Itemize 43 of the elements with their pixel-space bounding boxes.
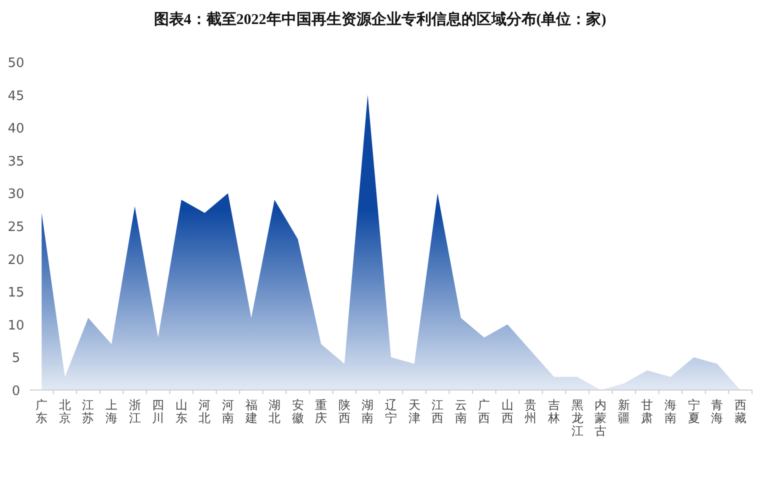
y-tick-label: 40 [8, 122, 24, 137]
x-tick-label: 黑龙江 [571, 398, 584, 438]
x-tick-label: 海南 [664, 398, 676, 425]
x-tick-label: 河南 [222, 398, 234, 425]
chart-title: 图表4：截至2022年中国再生资源企业专利信息的区域分布(单位：家) [154, 10, 606, 28]
y-tick-label: 15 [8, 286, 24, 301]
x-tick-label: 北京 [58, 398, 71, 425]
x-tick-label: 西藏 [734, 398, 746, 425]
y-tick-label: 30 [8, 187, 24, 202]
x-tick-label: 云南 [454, 398, 467, 425]
x-tick-label: 四川 [152, 398, 164, 425]
x-tick-label: 江苏 [82, 398, 94, 425]
x-tick-label: 青海 [711, 398, 724, 425]
x-tick-label: 福建 [244, 398, 258, 425]
x-tick-label: 广西 [478, 398, 490, 425]
x-tick-label: 宁夏 [688, 398, 700, 425]
x-tick-label: 湖南 [362, 398, 374, 425]
x-tick-label: 重庆 [315, 398, 328, 425]
x-tick-label: 天津 [408, 398, 420, 425]
x-tick-label: 内蒙古 [594, 398, 607, 438]
x-tick-label: 广东 [36, 398, 48, 425]
x-tick-label: 上海 [106, 398, 118, 425]
x-tick-label: 贵州 [524, 398, 537, 425]
x-tick-label: 陕西 [338, 398, 350, 425]
x-tick-label: 新疆 [618, 398, 630, 425]
x-tick-label: 浙江 [128, 398, 141, 425]
y-tick-label: 50 [8, 56, 24, 71]
y-tick-label: 10 [8, 318, 24, 334]
x-tick-label: 吉林 [547, 398, 560, 425]
y-tick-label: 45 [8, 88, 24, 104]
x-tick-label: 辽宁 [385, 398, 397, 425]
y-tick-label: 35 [8, 154, 24, 170]
x-tick-label: 江西 [432, 398, 444, 425]
x-tick-label: 甘肃 [641, 398, 654, 425]
y-tick-label: 5 [12, 351, 20, 366]
y-tick-label: 20 [8, 252, 24, 268]
x-tick-label: 山西 [501, 398, 514, 425]
x-tick-label: 河北 [198, 398, 211, 425]
y-tick-label: 25 [8, 220, 24, 235]
x-tick-label: 安徽 [292, 398, 304, 425]
x-tick-label: 湖北 [268, 398, 281, 425]
y-tick-label: 0 [12, 384, 20, 399]
x-tick-label: 山东 [175, 398, 188, 425]
